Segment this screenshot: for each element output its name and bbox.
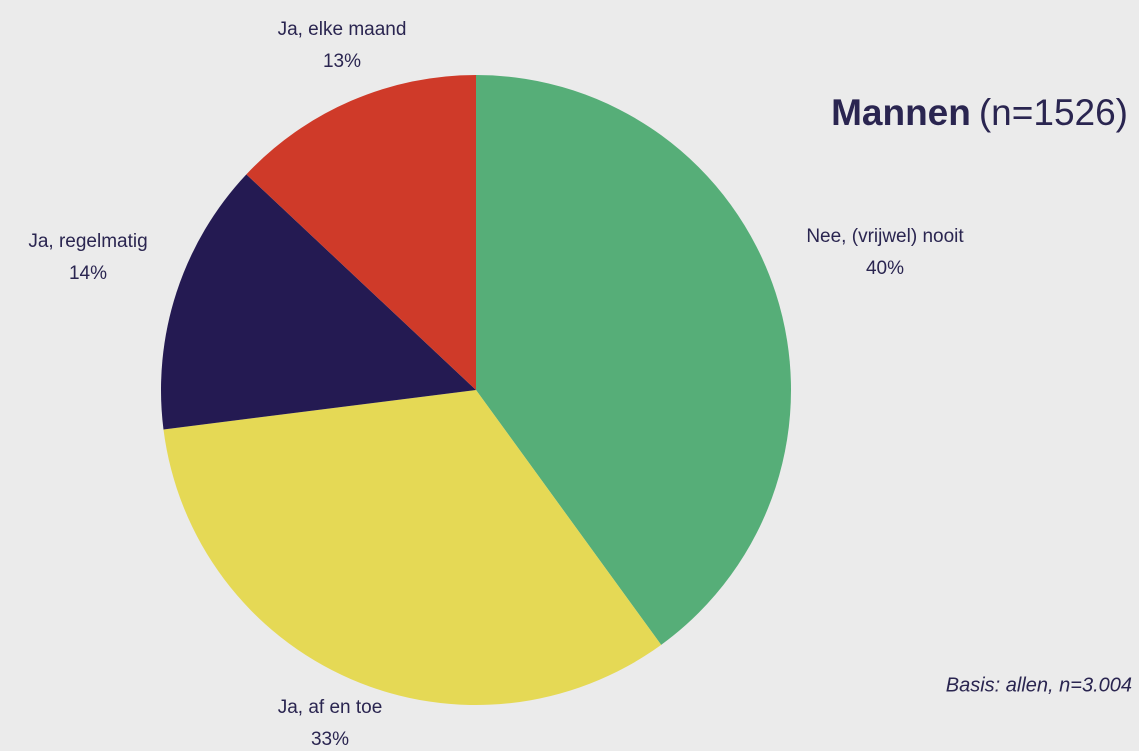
slice-value-label: 14% [69, 263, 107, 284]
slice-label: Ja, elke maand [278, 19, 407, 40]
slice-label: Ja, af en toe [278, 697, 383, 718]
slice-label: Nee, (vrijwel) nooit [806, 226, 964, 247]
chart-title: Mannen [831, 92, 971, 133]
pie-slice [163, 390, 662, 705]
slice-value-label: 13% [323, 51, 361, 72]
note: Basis: allen, n=3.004 [946, 674, 1132, 696]
pie-slice [246, 75, 476, 390]
pie-slice [160, 174, 476, 430]
pie-slice [476, 75, 791, 645]
chart-title-group: Mannen (n=1526) [831, 92, 1128, 133]
slice-value-label: 40% [866, 258, 904, 279]
slice-label: Ja, regelmatig [28, 231, 147, 252]
chart-subtitle: (n=1526) [979, 92, 1128, 133]
pie [160, 75, 791, 705]
slice-value-label: 33% [311, 729, 349, 750]
